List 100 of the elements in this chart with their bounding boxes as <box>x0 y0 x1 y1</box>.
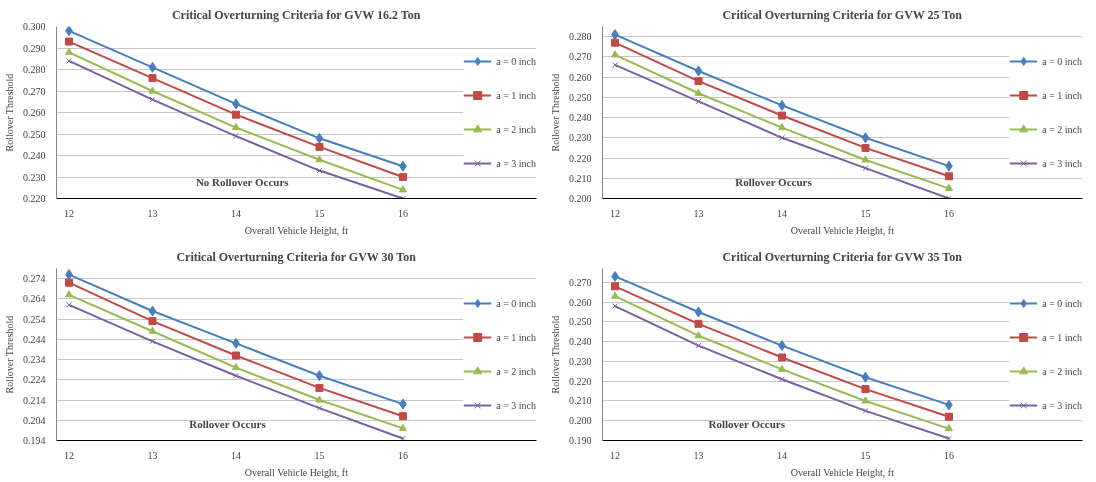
y-tick-label: 0.264 <box>23 293 46 305</box>
y-tick-label: 0.250 <box>23 128 46 140</box>
y-tick-label: 0.200 <box>569 415 592 427</box>
point <box>65 26 73 37</box>
legend-label: a = 1 inch <box>1042 331 1082 343</box>
point <box>231 123 240 131</box>
annotation: Rollover Occurs <box>708 418 786 431</box>
x-tick-label: 14 <box>230 449 241 461</box>
point <box>398 412 407 421</box>
y-axis-title: Rollover Threshold <box>4 315 15 394</box>
x-tick-label: 12 <box>64 207 75 219</box>
point <box>148 74 157 83</box>
y-tick-label: 0.240 <box>569 112 592 124</box>
legend-label: a = 1 inch <box>1042 89 1082 101</box>
legend-label: a = 2 inch <box>496 365 536 377</box>
point <box>861 155 870 163</box>
point <box>398 423 407 431</box>
point <box>316 405 323 412</box>
y-axis-title: Rollover Threshold <box>4 73 15 152</box>
point <box>695 98 702 105</box>
point <box>694 331 703 339</box>
y-tick-label: 0.220 <box>569 375 592 387</box>
y-tick-label: 0.210 <box>569 172 592 184</box>
x-tick-label: 16 <box>397 207 408 219</box>
y-axis-title: Rollover Threshold <box>550 315 561 394</box>
y-tick-label: 0.194 <box>23 435 46 446</box>
legend-label: a = 2 inch <box>496 123 536 135</box>
point <box>65 278 74 287</box>
y-tick-label: 0.250 <box>569 316 592 328</box>
point <box>944 424 953 432</box>
x-tick-label: 13 <box>147 207 158 219</box>
point <box>944 172 953 181</box>
y-tick-label: 0.250 <box>569 91 592 103</box>
legend-label: a = 0 inch <box>1042 297 1082 309</box>
y-tick-label: 0.240 <box>23 150 46 161</box>
x-tick-label: 13 <box>693 207 704 219</box>
x-tick-label: 15 <box>314 449 325 461</box>
annotation: No Rollover Occurs <box>195 176 290 189</box>
point <box>315 155 324 163</box>
x-tick-label: 14 <box>776 207 787 219</box>
y-axis-title: Rollover Threshold <box>550 73 561 152</box>
y-tick-label: 0.220 <box>23 193 46 204</box>
y-tick-label: 0.190 <box>569 435 592 446</box>
point <box>944 183 953 191</box>
point <box>861 132 870 144</box>
point <box>611 50 620 58</box>
point <box>315 370 324 382</box>
point <box>694 306 703 318</box>
x-tick-label: 12 <box>610 207 621 219</box>
y-tick-label: 0.300 <box>23 21 46 32</box>
legend-label: a = 3 inch <box>496 157 536 169</box>
point <box>944 412 953 421</box>
y-tick-label: 0.270 <box>23 85 46 97</box>
x-axis-title: Overall Vehicle Height, ft <box>790 466 895 478</box>
x-tick-label: 15 <box>860 207 871 219</box>
point <box>694 77 703 86</box>
point <box>148 305 157 317</box>
y-tick-label: 0.254 <box>23 313 46 325</box>
x-axis-title: Overall Vehicle Height, ft <box>790 224 895 236</box>
point <box>315 383 324 392</box>
y-tick-label: 0.260 <box>569 296 592 308</box>
point <box>611 291 620 299</box>
x-tick-label: 13 <box>147 449 158 461</box>
legend-label: a = 3 inch <box>496 399 536 411</box>
y-tick-label: 0.240 <box>569 336 592 348</box>
x-axis-title: Overall Vehicle Height, ft <box>244 224 349 236</box>
y-tick-label: 0.280 <box>23 64 46 75</box>
point <box>66 301 72 308</box>
legend-label: a = 0 inch <box>496 55 536 67</box>
y-tick-label: 0.224 <box>23 374 46 386</box>
point <box>315 395 324 403</box>
legend-label: a = 1 inch <box>496 89 536 101</box>
point <box>398 173 407 181</box>
y-tick-label: 0.260 <box>569 71 592 83</box>
x-tick-label: 16 <box>397 449 408 461</box>
y-tick-label: 0.234 <box>23 354 46 366</box>
y-tick-label: 0.244 <box>23 333 46 345</box>
y-tick-label: 0.210 <box>569 395 592 407</box>
point <box>149 338 156 345</box>
point <box>65 37 74 46</box>
point <box>694 65 703 77</box>
x-tick-label: 16 <box>943 207 954 219</box>
point <box>862 165 869 172</box>
y-tick-label: 0.270 <box>569 51 592 63</box>
point <box>861 371 870 383</box>
point <box>777 111 786 120</box>
annotation: Rollover Occurs <box>735 176 813 189</box>
point <box>611 38 620 47</box>
legend-label: a = 0 inch <box>1042 55 1082 67</box>
point <box>612 61 618 68</box>
point <box>862 407 869 414</box>
x-tick-label: 12 <box>610 449 621 461</box>
point <box>66 57 72 64</box>
chart-title: Critical Overturning Criteria for GVW 25 Ton <box>722 7 963 22</box>
point <box>233 133 239 140</box>
point <box>611 282 620 291</box>
point <box>779 376 785 383</box>
chart-title: Critical Overturning Criteria for GVW 16.2 Ton <box>171 7 421 22</box>
y-tick-label: 0.200 <box>569 193 592 204</box>
y-tick-label: 0.260 <box>23 107 46 118</box>
